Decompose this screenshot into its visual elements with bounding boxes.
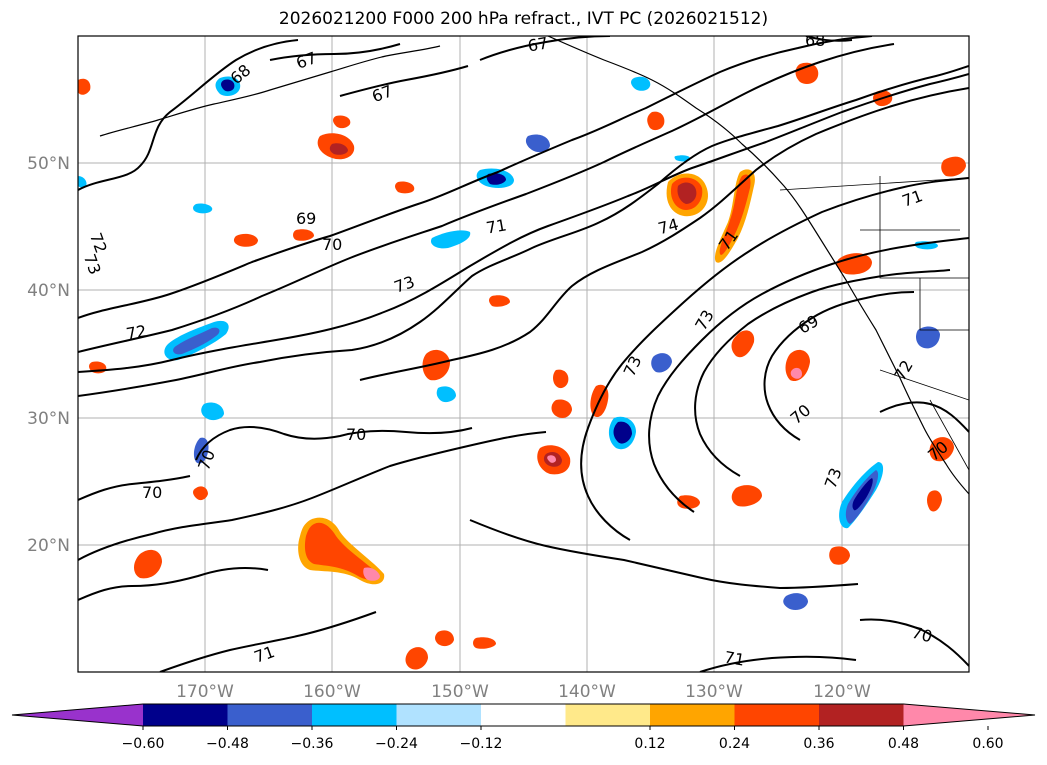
colorbar-tick-label: 0.36	[803, 736, 834, 752]
latitude-labels: 50°N 40°N 30°N 20°N	[27, 154, 70, 556]
ivt-shading	[78, 62, 966, 670]
colorbar-segment	[650, 704, 735, 726]
colorbar-tick-label: 0.24	[719, 736, 750, 752]
positive-anomaly-blobs	[78, 62, 966, 670]
colorbar-tick-label: −0.60	[122, 736, 165, 752]
colorbar-extend-max	[903, 704, 1035, 726]
colorbar-segment	[396, 704, 482, 726]
colorbar-segment	[819, 704, 904, 726]
lon-label: 150°W	[431, 682, 489, 702]
colorbar-extend-min	[12, 704, 143, 726]
colorbar: −0.60 −0.48 −0.36 −0.24 −0.12 0.12 0.24 0.36 0.4…	[11, 703, 1036, 752]
contour-label: 68	[805, 31, 825, 50]
contour-label: 69	[296, 209, 316, 228]
lon-label: 170°W	[176, 682, 234, 702]
colorbar-segment	[481, 704, 566, 726]
contour-label: 67	[526, 33, 549, 55]
map-title: 2026021200 F000 200 hPa refract., IVT PC…	[278, 9, 769, 29]
colorbar-segment	[312, 704, 397, 726]
contour-label: 70	[142, 483, 162, 502]
contour-label: 70	[346, 425, 366, 444]
coastlines	[99, 36, 969, 495]
negative-anomaly-blobs	[78, 76, 940, 610]
colorbar-tick-label: 0.12	[634, 736, 665, 752]
map-frame	[77, 35, 970, 673]
lat-label: 40°N	[27, 281, 70, 301]
colorbar-segment	[143, 704, 228, 726]
contour-label: 72	[125, 321, 148, 343]
lon-label: 130°W	[685, 682, 743, 702]
map-area	[78, 36, 969, 672]
colorbar-tick-label: −0.24	[375, 736, 418, 752]
colorbar-tick-label: −0.12	[460, 736, 503, 752]
refractivity-contours	[78, 36, 969, 672]
lat-label: 50°N	[27, 154, 70, 174]
colorbar-tick-label: −0.48	[206, 736, 249, 752]
contour-label: 71	[723, 647, 746, 669]
colorbar-segment	[565, 704, 651, 726]
longitude-labels: 170°W 160°W 150°W 140°W 130°W 120°W	[176, 682, 871, 702]
contour-label: 70	[322, 235, 342, 254]
gridlines	[78, 36, 969, 672]
colorbar-segment	[734, 704, 820, 726]
colorbar-segment	[227, 704, 313, 726]
contour-label: 71	[485, 215, 508, 237]
contour-label: 70	[910, 623, 935, 647]
lon-label: 160°W	[303, 682, 361, 702]
lat-label: 20°N	[27, 536, 70, 556]
colorbar-tick-label: 0.60	[972, 736, 1003, 752]
contour-label: 74	[656, 215, 681, 239]
colorbar-tick-label: −0.36	[291, 736, 334, 752]
lon-label: 120°W	[813, 682, 871, 702]
lat-label: 30°N	[27, 409, 70, 429]
lon-label: 140°W	[558, 682, 616, 702]
colorbar-tick-label: 0.48	[888, 736, 919, 752]
